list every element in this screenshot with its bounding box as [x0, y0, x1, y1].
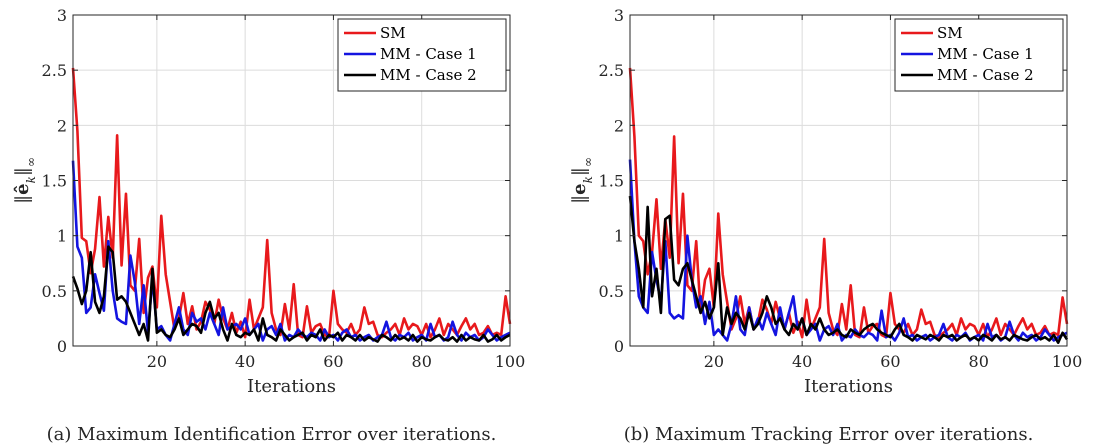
legend-entry-label: MM - Case 2	[380, 66, 477, 84]
axes-frame	[629, 14, 1068, 347]
legend-entry-label: SM	[937, 24, 963, 42]
legend-entry-label: MM - Case 2	[937, 66, 1034, 84]
y-tick-label: 1.5	[42, 172, 67, 191]
x-tick-label: 80	[412, 352, 432, 371]
y-tick-label: 2	[614, 116, 624, 135]
chart-panel-b: 20 40 60 80 100 0 0.5 1 1.5 2 2.5 3 Iterations ‖ek…	[569, 6, 1082, 445]
legend: SM MM - Case 1 MM - Case 2	[337, 18, 507, 92]
x-tick-label: 60	[880, 352, 900, 371]
x-tick-label: 80	[969, 352, 989, 371]
y-tick-label: 0.5	[599, 282, 624, 301]
x-tick-label: 40	[235, 352, 255, 371]
y-tick-label: 0	[614, 337, 624, 356]
y-tick-label: 2	[57, 116, 67, 135]
x-tick-label: 100	[1052, 352, 1083, 371]
y-tick-labels: 0 0.5 1 1.5 2 2.5 3	[42, 6, 67, 356]
x-axis-label: Iterations	[804, 376, 893, 397]
x-tick-label: 20	[147, 352, 167, 371]
legend: SM MM - Case 1 MM - Case 2	[894, 18, 1064, 92]
series-lines	[628, 67, 1069, 344]
series-line-mm-case-2	[71, 245, 511, 343]
caption: (b) Maximum Tracking Error over iteratio…	[624, 424, 1034, 445]
legend-entry-label: MM - Case 1	[380, 45, 477, 63]
y-tick-label: 1	[57, 227, 67, 246]
series-line-mm-case-2	[628, 195, 1069, 344]
axes-frame	[72, 14, 511, 347]
y-tick-label: 0.5	[42, 282, 67, 301]
x-tick-labels: 20 40 60 80 100	[704, 352, 1083, 371]
chart-panel-a: 20 40 60 80 100 0 0.5 1 1.5 2 2.5 3 Iterations ‖êk…	[12, 6, 525, 445]
legend-entry-label: MM - Case 1	[937, 45, 1034, 63]
series-lines	[71, 67, 512, 343]
y-tick-label: 0	[57, 337, 67, 356]
y-tick-label: 1.5	[599, 172, 624, 191]
y-tick-label: 3	[57, 6, 67, 25]
x-tick-label: 100	[495, 352, 526, 371]
y-axis-label: ‖êk‖∞	[12, 157, 38, 204]
x-tick-labels: 20 40 60 80 100	[147, 352, 526, 371]
y-tick-label: 3	[614, 6, 624, 25]
legend-entry-label: SM	[380, 24, 406, 42]
x-tick-label: 20	[704, 352, 724, 371]
caption: (a) Maximum Identification Error over it…	[47, 424, 497, 445]
y-tick-labels: 0 0.5 1 1.5 2 2.5 3	[599, 6, 624, 356]
series-line-sm	[628, 67, 1069, 339]
y-tick-label: 2.5	[599, 61, 624, 80]
x-tick-label: 60	[323, 352, 343, 371]
y-tick-label: 1	[614, 227, 624, 246]
y-tick-label: 2.5	[42, 61, 67, 80]
x-tick-label: 40	[792, 352, 812, 371]
y-axis-label: ‖ek‖∞	[569, 157, 595, 204]
x-axis-label: Iterations	[247, 376, 336, 397]
